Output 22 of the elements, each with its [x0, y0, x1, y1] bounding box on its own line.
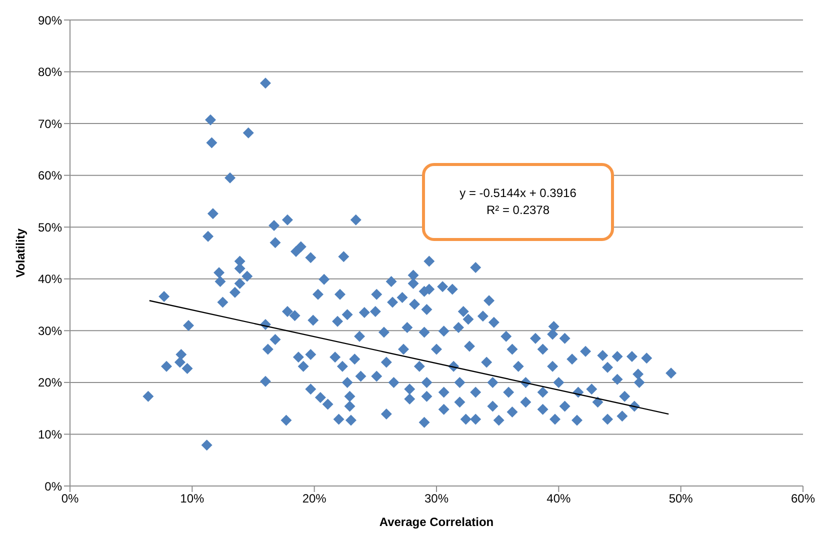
- x-tick-label: 40%: [546, 492, 571, 506]
- y-tick-label: 40%: [38, 272, 62, 286]
- rounded-text-box: y = -0.5144x + 0.3916 R² = 0.2378: [422, 163, 614, 241]
- y-tick-label: 10%: [38, 427, 62, 442]
- x-tick-label: 0%: [61, 492, 79, 506]
- x-tick-label: 20%: [302, 492, 327, 506]
- annotation: R² = 0.2378: [486, 202, 550, 219]
- x-tick-label: 50%: [668, 492, 694, 506]
- x-tick-label: 10%: [180, 492, 204, 506]
- y-tick-label: 0%: [44, 479, 62, 494]
- y-tick-label: 60%: [38, 168, 62, 183]
- y-tick-label: 80%: [38, 65, 62, 80]
- y-tick-label: 90%: [38, 13, 62, 28]
- y-axis-title: Volatility: [13, 228, 28, 278]
- y-tick-label: 70%: [38, 116, 62, 131]
- y-tick-label: 30%: [38, 324, 62, 338]
- y-tick-label: 20%: [38, 376, 62, 390]
- annotation: y = -0.5144x + 0.3916: [460, 185, 576, 202]
- y-tick-label: 50%: [38, 220, 62, 234]
- x-tick-label: 60%: [790, 492, 816, 506]
- x-axis-title: Average Correlation: [379, 515, 494, 529]
- x-tick-label: 30%: [424, 492, 449, 506]
